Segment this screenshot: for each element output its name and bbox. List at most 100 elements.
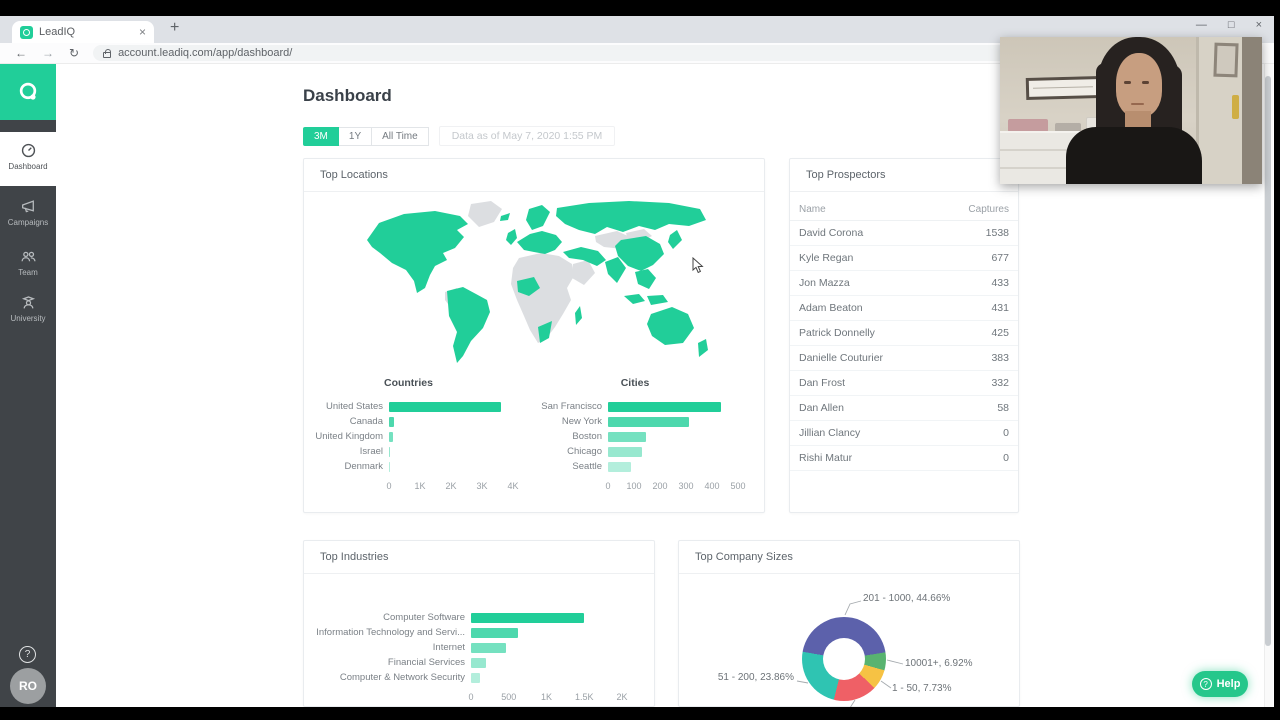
bar-label: New York — [561, 416, 602, 427]
prospector-name: Dan Allen — [799, 402, 844, 414]
bar-track — [389, 431, 513, 442]
bar-track — [471, 657, 622, 668]
bar-label: Computer Software — [383, 612, 465, 623]
axis-tick: 2K — [616, 692, 628, 702]
bar-track — [471, 642, 622, 653]
table-header: Name Captures — [790, 198, 1018, 221]
prospector-captures: 425 — [991, 327, 1009, 339]
axis-tick: 0 — [468, 692, 474, 702]
table-row: Jillian Clancy 0 — [790, 421, 1018, 446]
prospector-captures: 0 — [1003, 427, 1009, 439]
picture-frame-wide — [1025, 76, 1101, 100]
question-icon: ? — [1199, 678, 1212, 690]
sidebar-item-dashboard[interactable]: Dashboard — [0, 132, 56, 186]
bar-row: Computer & Network Security — [305, 670, 622, 685]
bar — [471, 657, 487, 668]
donut-label: 1 - 50, 7.73% — [892, 683, 952, 694]
bar-track — [608, 416, 738, 427]
bar-row: Boston — [532, 429, 738, 444]
bar — [608, 446, 642, 457]
donut-label: 51 - 200, 23.86% — [717, 672, 794, 683]
bar — [389, 431, 394, 442]
top-company-sizes-card: Top Company Sizes 201 - 1000, 44.66% 100… — [678, 540, 1020, 707]
scrollbar-track[interactable] — [1264, 64, 1273, 707]
sidebar-help-icon[interactable]: ? — [19, 646, 36, 663]
tab-title: LeadIQ — [39, 26, 76, 38]
reload-icon[interactable]: ↻ — [69, 46, 80, 60]
chart-title: Countries — [383, 377, 433, 389]
window-controls: — □ × — [1196, 19, 1262, 31]
bar — [471, 642, 507, 653]
back-icon[interactable]: ← — [15, 46, 27, 60]
time-filter-group: 3M 1Y All Time Data as of May 7, 2020 1:… — [303, 126, 616, 146]
new-tab-button[interactable]: + — [170, 19, 180, 36]
help-button[interactable]: ? Help — [1192, 671, 1248, 697]
axis-tick: 200 — [652, 481, 668, 491]
table-row: Dan Frost 332 — [790, 371, 1018, 396]
sidebar-item-label: University — [10, 314, 46, 323]
minimize-icon[interactable]: — — [1195, 19, 1207, 31]
dresser-item — [1055, 123, 1081, 132]
bar-row: Computer Software — [305, 610, 622, 625]
sidebar-item-university[interactable]: University — [0, 294, 56, 323]
browser-toolbar: ← → ↻ account.leadiq.com/app/dashboard/ — [0, 43, 1274, 64]
x-axis: 0 100 200 300 400 500 — [605, 481, 745, 493]
forward-icon[interactable]: → — [42, 46, 54, 60]
bar — [608, 431, 646, 442]
x-axis: 0 500 1K 1.5K 2K — [468, 692, 627, 704]
sidebar-item-campaigns[interactable]: Campaigns — [0, 198, 56, 227]
maximize-icon[interactable]: □ — [1227, 19, 1235, 31]
bar-label: United States — [325, 401, 383, 412]
bar-label: San Francisco — [541, 401, 602, 412]
table-row: Jon Mazza 433 — [790, 271, 1018, 296]
bar-label: Israel — [359, 446, 383, 457]
avatar[interactable]: RO — [10, 668, 46, 704]
graduate-icon — [21, 296, 35, 309]
leadiq-logo-icon[interactable] — [0, 64, 56, 120]
sidebar-item-team[interactable]: Team — [0, 248, 56, 277]
address-bar[interactable]: account.leadiq.com/app/dashboard/ — [93, 45, 1240, 61]
prospector-name: David Corona — [799, 227, 864, 239]
filter-3m-button[interactable]: 3M — [303, 126, 339, 146]
bar-label: Financial Services — [387, 657, 465, 668]
window-close-icon[interactable]: × — [1255, 19, 1262, 31]
table-row: Danielle Couturier 383 — [790, 346, 1018, 371]
bar-track — [471, 672, 622, 683]
bar-label: Computer & Network Security — [339, 672, 465, 683]
bar-track — [471, 612, 622, 623]
axis-tick: 0 — [605, 481, 611, 491]
filter-alltime-button[interactable]: All Time — [372, 126, 429, 146]
browser-tab[interactable]: LeadIQ × — [12, 21, 154, 43]
filter-1y-button[interactable]: 1Y — [338, 126, 373, 146]
prospectors-rows: David Corona 1538 Kyle Regan 677 Jon Mazza 43… — [790, 221, 1018, 471]
bar-row: United Kingdom — [304, 429, 513, 444]
bar-track — [608, 401, 738, 412]
url-text: account.leadiq.com/app/dashboard/ — [118, 47, 293, 59]
bar-track — [389, 461, 513, 472]
bar-track — [608, 431, 738, 442]
bar-label: United Kingdom — [315, 431, 383, 442]
prospector-name: Adam Beaton — [799, 302, 863, 314]
bar — [608, 401, 722, 412]
donut-label: 10001+, 6.92% — [905, 658, 973, 669]
bar-label: Chicago — [567, 446, 602, 457]
sidebar-item-label: Dashboard — [8, 162, 48, 171]
tab-close-icon[interactable]: × — [138, 25, 146, 39]
table-row: Dan Allen 58 — [790, 396, 1018, 421]
bar-row: San Francisco — [532, 399, 738, 414]
top-industries-card: Top Industries Computer Software Informat… — [303, 540, 655, 707]
cities-bar-chart: Cities San Francisco New York Boston Chicag… — [532, 377, 745, 493]
bar-row: Internet — [305, 640, 622, 655]
prospector-captures: 677 — [991, 252, 1009, 264]
donut-label: 201 - 1000, 44.66% — [863, 593, 951, 604]
prospector-name: Dan Frost — [799, 377, 846, 389]
axis-tick: 1.5K — [574, 692, 594, 702]
axis-tick: 2K — [445, 481, 457, 491]
sidebar: Dashboard Campaigns Team University ? RO — [0, 64, 56, 707]
prospector-captures: 1538 — [985, 227, 1009, 239]
scrollbar-thumb[interactable] — [1264, 76, 1271, 646]
bar-row: Information Technology and Servi... — [305, 625, 622, 640]
table-row: Rishi Matur 0 — [790, 446, 1018, 471]
sidebar-item-label: Campaigns — [7, 218, 49, 227]
